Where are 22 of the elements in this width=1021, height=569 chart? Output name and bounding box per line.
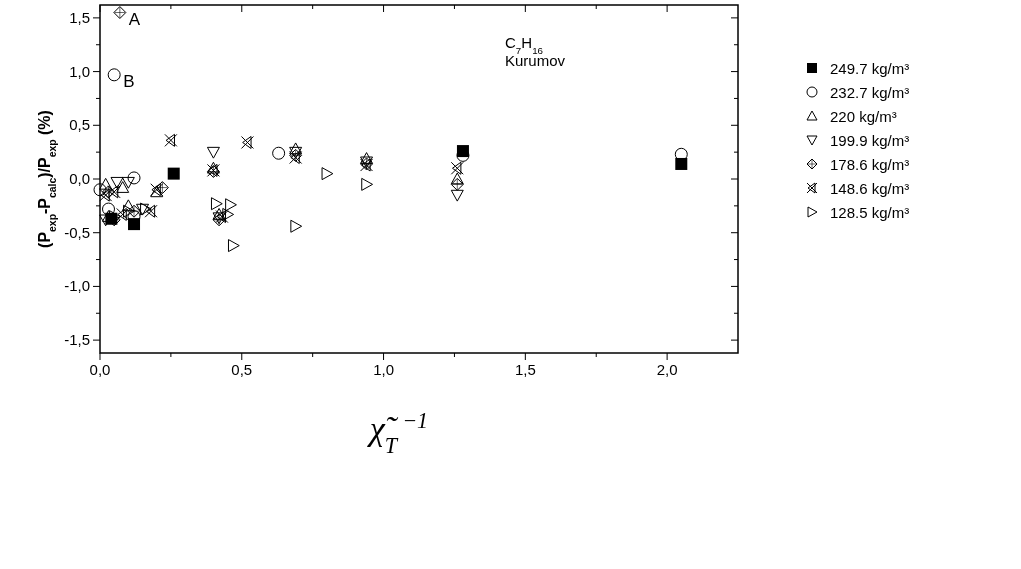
y-tick-label: 0,0 [69,170,90,187]
annotation: C$_{7}$H$_{16}$ [505,34,543,56]
x-tick-label: 0,5 [231,361,253,378]
y-tick-label: -1,0 [64,277,90,295]
legend-label: 220 kg/m³ [830,108,897,125]
legend-label: 128.5 kg/m³ [830,204,910,221]
annotation: A [128,9,141,29]
x-tick-label: 0,0 [89,361,111,378]
y-tick-label: -1,5 [64,331,90,349]
legend-label: 249.7 kg/m³ [830,60,910,77]
legend-label: 178.6 kg/m³ [830,156,910,173]
legend-label: 199.9 kg/m³ [830,132,910,149]
annotation: B [123,71,135,91]
legend-label: 232.7 kg/m³ [830,84,910,101]
x-tick-label: 1,5 [514,361,536,378]
y-tick-label: 0,5 [69,116,90,134]
legend-label: 148.6 kg/m³ [830,180,910,197]
x-tick-label: 1,0 [373,361,394,378]
y-tick-label: -0,5 [64,223,90,241]
y-tick-label: 1,5 [69,8,90,26]
y-tick-label: 1,0 [69,62,90,80]
x-tick-label: 2,0 [656,361,678,378]
